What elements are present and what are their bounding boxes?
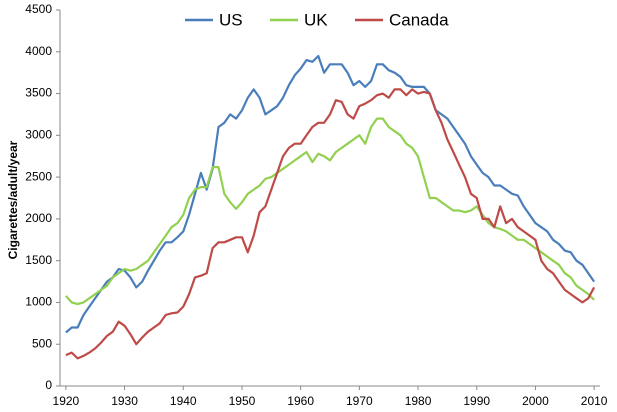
y-tick-label: 4500 — [25, 2, 52, 16]
series-line — [65, 117, 595, 306]
y-tick-label: 0 — [45, 378, 52, 392]
x-tick-label: 1920 — [53, 394, 80, 408]
legend-label: Canada — [389, 10, 449, 29]
x-tick-label: 2000 — [522, 394, 549, 408]
legend-label: UK — [304, 10, 328, 29]
x-tick-label: 1940 — [170, 394, 197, 408]
y-tick-label: 4000 — [25, 44, 52, 58]
x-tick-label: 1980 — [405, 394, 432, 408]
x-tick-label: 1950 — [229, 394, 256, 408]
y-tick-label: 3000 — [25, 128, 52, 142]
legend-label: US — [219, 10, 243, 29]
x-tick-label: 1960 — [287, 394, 314, 408]
series-line — [65, 54, 596, 334]
y-axis-label: Cigarettes/adult/year — [6, 140, 20, 259]
x-tick-label: 1930 — [111, 394, 138, 408]
x-tick-label: 1990 — [463, 394, 490, 408]
y-tick-label: 3500 — [25, 86, 52, 100]
y-tick-label: 1500 — [25, 253, 52, 267]
x-tick-label: 1970 — [346, 394, 373, 408]
y-tick-label: 2500 — [25, 169, 52, 183]
x-tick-label: 2010 — [581, 394, 608, 408]
y-tick-label: 500 — [32, 336, 52, 350]
series-line — [65, 88, 596, 360]
y-tick-label: 1000 — [25, 295, 52, 309]
y-tick-label: 2000 — [25, 211, 52, 225]
